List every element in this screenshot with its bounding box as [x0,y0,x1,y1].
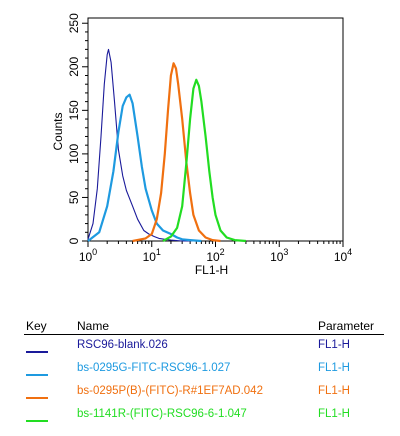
y-axis-label: Counts [51,112,65,150]
series-line [162,78,246,243]
legend-row: bs-0295G-FITC-RSC96-1.027 FL1-H [24,358,384,381]
x-tick-label: 103 [270,247,288,264]
legend-row: RSC96-blank.026 FL1-H [24,335,384,358]
legend-swatch [26,397,48,399]
series-line [87,48,197,242]
legend-header-name: Name [77,319,110,333]
y-tick-label: 200 [67,56,81,76]
y-tick-label: 250 [67,13,81,33]
legend-swatch [26,420,48,422]
legend-header-key: Key [26,319,47,333]
legend-name: RSC96-blank.026 [77,339,168,351]
legend-row: bs-1141R-(FITC)-RSC96-6-1.047 FL1-H [24,404,384,427]
legend-name: bs-0295G-FITC-RSC96-1.027 [77,362,231,374]
legend-name: bs-0295P(B)-(FITC)-R#1EF7AD.042 [77,385,263,397]
x-tick-label: 104 [334,247,352,264]
legend-header: Key Name Parameter [24,318,384,335]
legend-parameter: FL1-H [318,362,350,374]
legend-table: Key Name Parameter RSC96-blank.026 FL1-H… [24,318,384,427]
legend-name: bs-1141R-(FITC)-RSC96-6-1.047 [77,408,247,420]
legend-header-parameter: Parameter [318,319,375,333]
plot-frame [87,17,344,242]
legend-row: bs-0295P(B)-(FITC)-R#1EF7AD.042 FL1-H [24,381,384,404]
legend-swatch [26,351,48,353]
x-tick-label: 101 [143,247,161,264]
y-tick-label: 150 [67,100,81,120]
series-line [87,93,202,243]
series-line [132,62,221,243]
y-tick-label: 0 [67,237,81,244]
histogram-chart: 0 50 100 150 200 250 100 101 102 103 104 FL1-H Count… [51,13,352,277]
legend-parameter: FL1-H [318,408,350,420]
legend-swatch [26,374,48,376]
legend-parameter: FL1-H [318,385,350,397]
x-tick-label: 102 [206,247,224,264]
y-tick-label: 100 [67,144,81,164]
x-axis-label: FL1-H [195,263,228,277]
x-tick-label: 100 [79,247,97,264]
y-tick-label: 50 [67,190,81,204]
legend-parameter: FL1-H [318,339,350,351]
